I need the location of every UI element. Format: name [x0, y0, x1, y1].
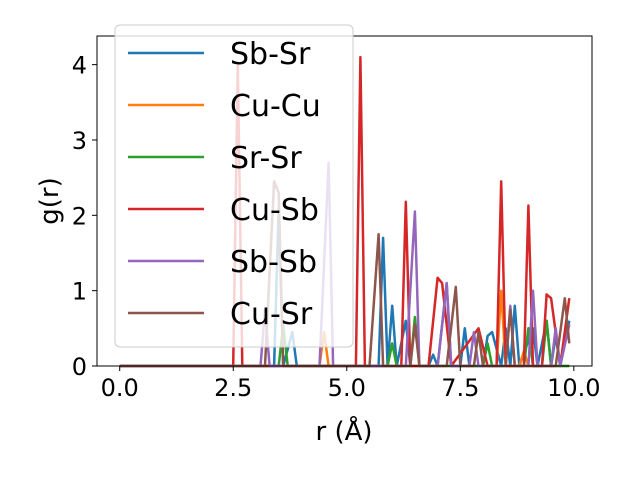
y-tick-label: 0 — [72, 353, 87, 381]
y-axis: 0 1 2 3 4 — [72, 52, 97, 381]
legend-label-cu-sb: Cu-Sb — [230, 193, 319, 228]
y-tick-label: 3 — [72, 127, 87, 155]
y-tick-label: 4 — [72, 52, 87, 80]
legend-label-sb-sr: Sb-Sr — [230, 37, 311, 72]
y-axis-label: g(r) — [35, 177, 65, 224]
y-tick-label: 2 — [72, 202, 87, 230]
y-tick-label: 1 — [72, 278, 87, 306]
legend: Sb-Sr Cu-Cu Sr-Sr Cu-Sb Sb-Sb Cu-Sr — [114, 24, 354, 348]
x-axis: 0.0 2.5 5.0 7.5 10.0 — [101, 366, 601, 402]
x-tick-label: 5.0 — [328, 374, 366, 402]
plot-area — [96, 35, 593, 368]
legend-label-cu-cu: Cu-Cu — [230, 89, 321, 124]
x-tick-label: 0.0 — [101, 374, 139, 402]
legend-label-sr-sr: Sr-Sr — [230, 141, 302, 176]
x-tick-label: 2.5 — [214, 374, 252, 402]
x-axis-label: r (Å) — [315, 415, 372, 447]
x-tick-label: 7.5 — [441, 374, 479, 402]
legend-items: Sb-Sr Cu-Cu Sr-Sr Cu-Sb Sb-Sb Cu-Sr — [128, 37, 321, 332]
x-tick-label: 10.0 — [547, 374, 600, 402]
legend-label-sb-sb: Sb-Sb — [230, 245, 317, 280]
legend-label-cu-sr: Cu-Sr — [230, 297, 313, 332]
